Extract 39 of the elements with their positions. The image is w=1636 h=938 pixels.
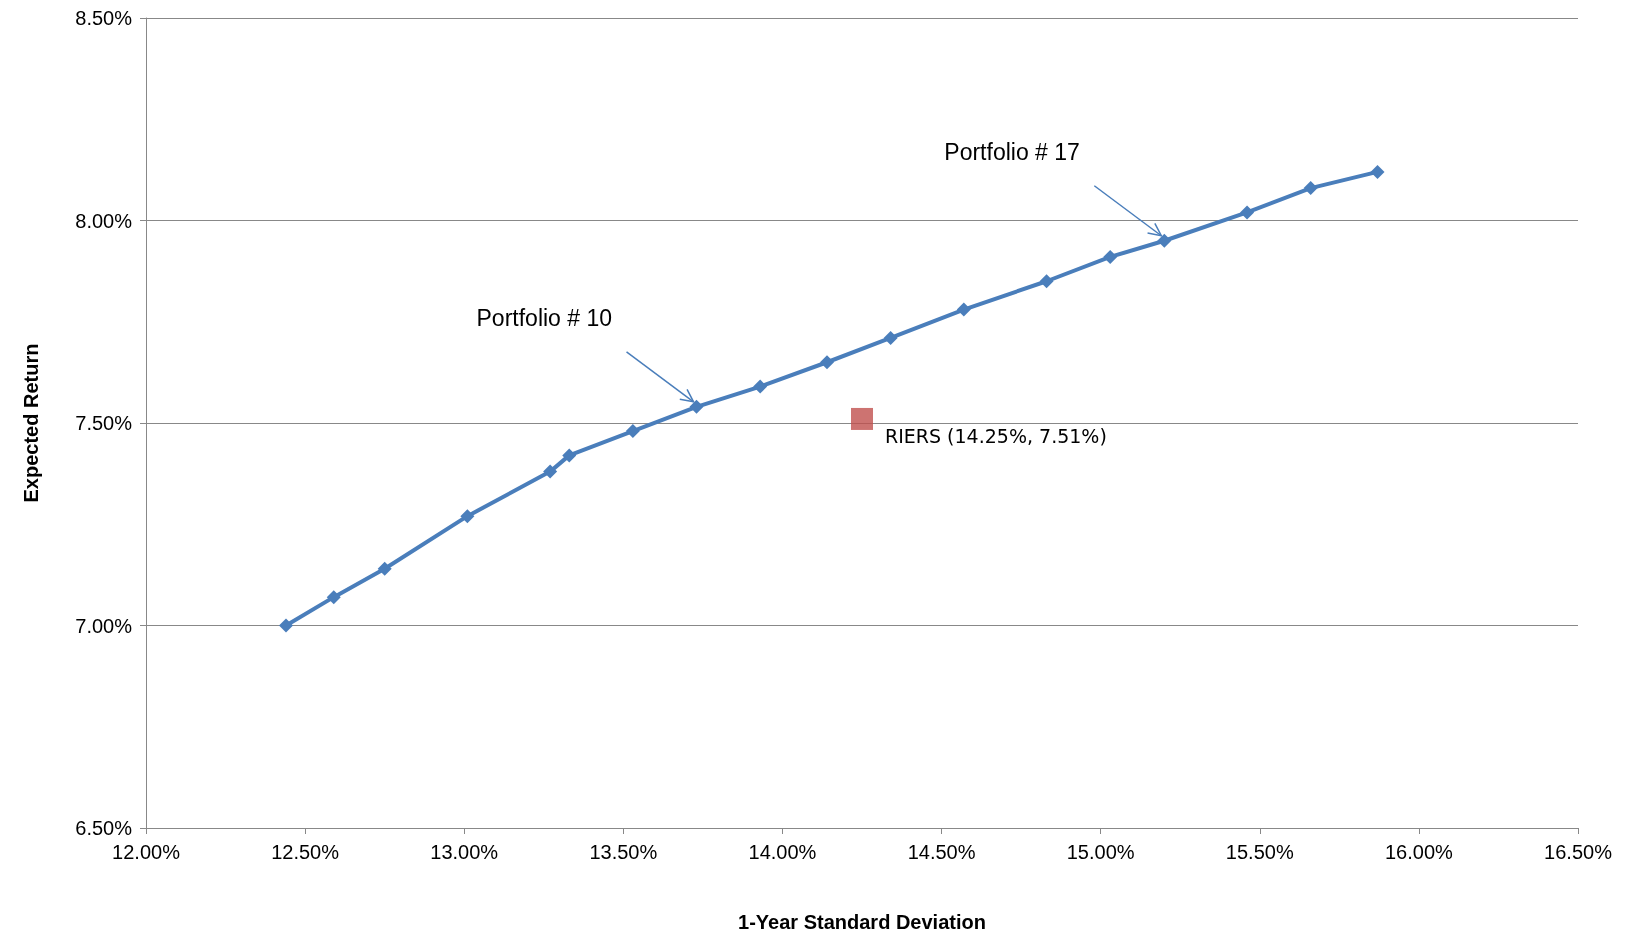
point [1370, 164, 1385, 179]
annotation: RIERS (14.25%, 7.51%) [885, 425, 1107, 448]
point [460, 509, 475, 524]
y-tick-label: 7.50% [75, 412, 133, 434]
point [543, 464, 558, 479]
x-tick-label: 15.00% [1066, 841, 1135, 863]
y-tick-label: 6.50% [75, 817, 133, 839]
y-tick-label: 7.00% [75, 614, 133, 637]
point [883, 330, 898, 345]
point [1103, 249, 1118, 264]
point [279, 618, 294, 633]
x-tick-label: 15.50% [1225, 841, 1294, 863]
x-tick-label: 16.50% [1544, 841, 1613, 863]
x-tick-label: 12.00% [112, 841, 181, 863]
x-tick-label: 13.00% [430, 841, 499, 863]
point [753, 379, 768, 394]
point [1240, 205, 1255, 220]
x-axis-title: 1-Year Standard Deviation [738, 911, 986, 933]
x-tick-label: 14.50% [907, 841, 976, 863]
y-tick-label: 8.00% [75, 209, 133, 232]
point [956, 302, 971, 317]
point [625, 424, 640, 439]
point [851, 407, 873, 430]
x-tick-label: 14.00% [748, 841, 817, 863]
y-tick-label: 8.50% [75, 7, 133, 29]
point [377, 561, 392, 576]
point [562, 448, 577, 463]
point [1157, 233, 1172, 248]
point [326, 590, 341, 605]
x-tick-label: 16.00% [1384, 841, 1454, 863]
x-tick-label: 13.50% [589, 841, 658, 863]
x-tick-label: 12.50% [271, 841, 340, 863]
point [820, 355, 834, 370]
point [1303, 181, 1318, 196]
annotation: Portfolio # 17 [944, 139, 1080, 166]
point [1039, 274, 1054, 289]
y-axis-title: Expected Return [20, 343, 42, 503]
point [689, 399, 704, 414]
annotation: Portfolio # 10 [476, 305, 613, 332]
